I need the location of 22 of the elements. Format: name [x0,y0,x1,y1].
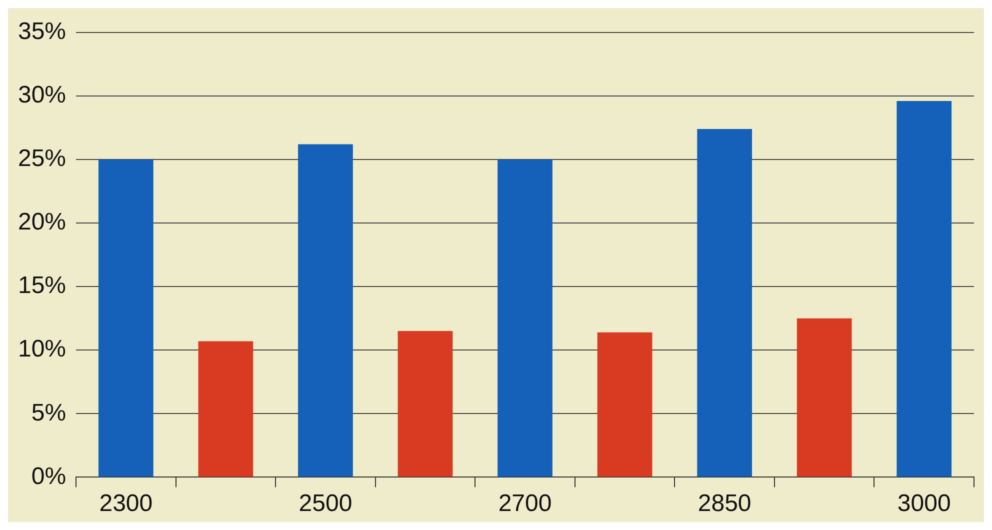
x-tick-label: 2700 [498,490,552,518]
x-tick-label: 3000 [897,490,951,518]
x-tick-label: 2850 [698,490,752,518]
y-tick-label: 15% [18,272,66,300]
bar [98,159,154,477]
bar [697,128,752,477]
bar [498,159,552,477]
bar [796,318,852,477]
y-tick-label: 5% [31,399,66,426]
y-tick-label: 10% [18,336,66,363]
bar [896,101,952,477]
bar [198,341,254,477]
y-tick-label: 0% [31,462,66,490]
y-tick-label: 20% [18,208,66,236]
bar [398,331,453,477]
y-tick-label: 35% [18,18,66,46]
y-tick-label: 25% [18,145,66,172]
bar [298,144,353,477]
x-tick-label: 2300 [99,490,153,518]
bar [597,332,652,477]
x-tick-label: 2500 [298,490,352,518]
y-tick-label: 30% [18,82,66,109]
